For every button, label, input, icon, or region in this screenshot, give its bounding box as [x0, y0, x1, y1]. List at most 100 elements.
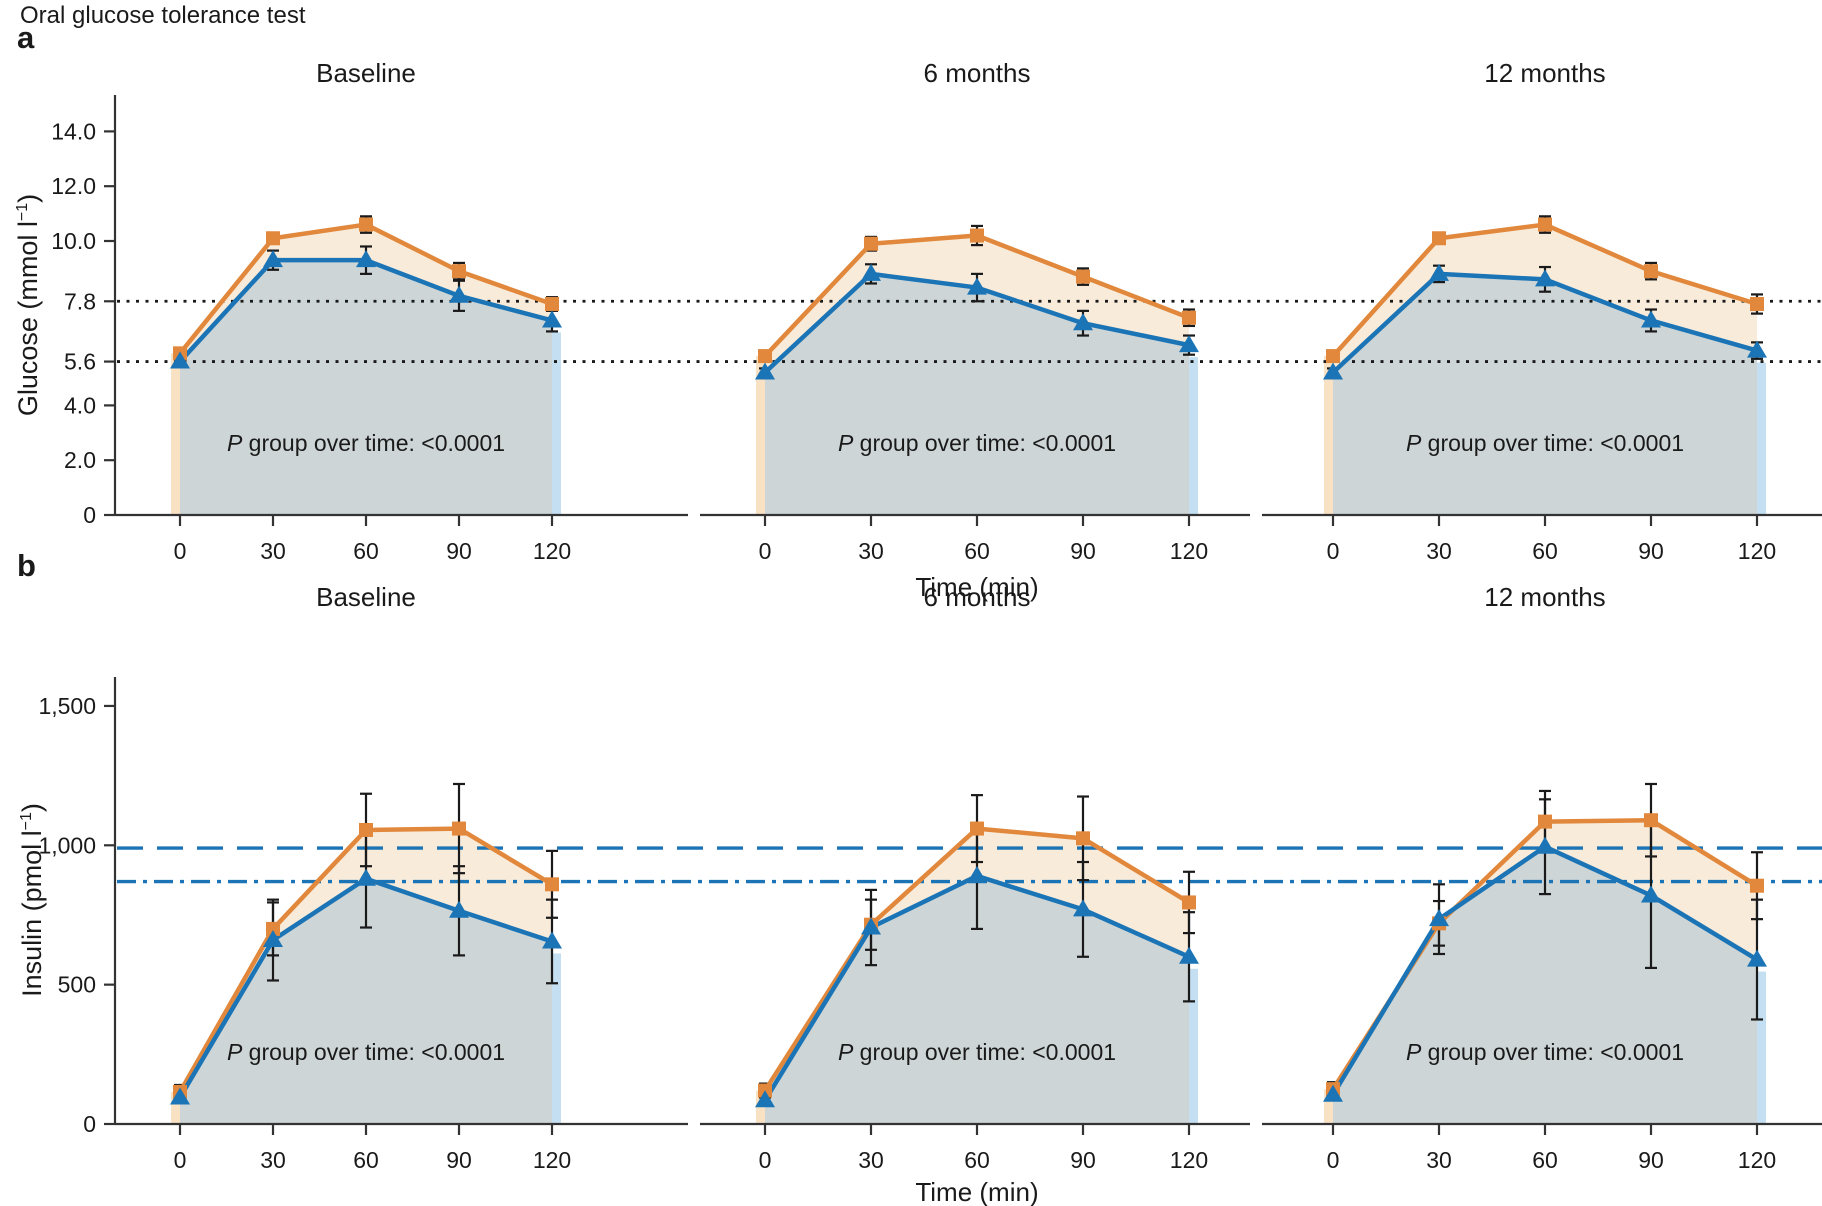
x-tick-label: 120	[1738, 1147, 1776, 1173]
area-right-edge-strip	[1188, 357, 1198, 515]
between-curves-area	[1333, 224, 1757, 373]
orange-square-marker	[1537, 814, 1552, 829]
x-tick-label: 60	[964, 1147, 990, 1173]
orange-square-marker	[359, 822, 373, 837]
blue-triangle-marker	[356, 250, 376, 268]
blue-triangle-marker	[263, 250, 283, 268]
x-tick-label: 120	[533, 538, 571, 564]
y-tick-label: 1,000	[38, 832, 96, 858]
orange-square-marker	[1075, 269, 1090, 284]
panel-a1: 0 30 60 90 120 Baseline P group over time: <0.…	[115, 58, 688, 564]
orange-square-marker	[1749, 878, 1764, 893]
orange-square-marker	[452, 264, 466, 279]
blue-triangle-marker	[1640, 885, 1661, 903]
blue-triangle-marker	[1428, 263, 1449, 281]
blue-triangle-marker	[1534, 269, 1555, 287]
blue-triangle-marker	[755, 1090, 775, 1108]
y-tick-label: 10.0	[51, 228, 96, 254]
x-tick-label: 120	[1170, 538, 1208, 564]
x-tick-label: 60	[353, 1147, 379, 1173]
x-tick-label: 0	[1327, 1147, 1340, 1173]
x-axis-label: Time (min)	[915, 572, 1038, 602]
blue-triangle-marker	[1178, 335, 1199, 353]
area-left-edge-strip	[171, 353, 180, 515]
x-tick-label: 0	[1327, 538, 1340, 564]
y-tick-label: 14.0	[51, 118, 96, 144]
x-tick-label: 90	[1070, 538, 1096, 564]
blue-triangle-marker	[449, 285, 469, 303]
orange-square-marker	[266, 231, 280, 246]
blue-triangle-marker	[1534, 836, 1555, 854]
orange-square-marker	[266, 921, 280, 936]
orange-square-marker	[1431, 231, 1446, 246]
area-right-edge-strip	[552, 953, 561, 1124]
y-tick-label: 1,500	[38, 693, 96, 719]
x-tick-label: 60	[964, 538, 990, 564]
y-tick-label: 0	[83, 1111, 96, 1137]
x-tick-label: 0	[174, 538, 187, 564]
x-tick-label: 30	[858, 538, 884, 564]
panel-b3: 0 30 60 90 120 12 months P group over time: <0…	[1262, 582, 1822, 1173]
blue-triangle-marker	[966, 865, 987, 883]
x-tick-label: 0	[759, 1147, 772, 1173]
blue-triangle-marker	[1072, 313, 1093, 331]
y-tick-label: 4.0	[64, 392, 96, 418]
p-annotation: P group over time: <0.0001	[838, 430, 1116, 456]
p-annotation: P group over time: <0.0001	[227, 430, 505, 456]
row-label-b: b	[17, 548, 36, 583]
blue-triangle-marker	[1746, 949, 1767, 967]
area-left-edge-strip	[171, 1091, 180, 1124]
blue-triangle-marker	[860, 917, 881, 935]
chart-row-a: 14.0 12.0 10.0 7.8 5.6 4.0 2.0 0 0 30 60 90 120 Basel…	[51, 58, 1822, 602]
x-tick-label: 30	[1426, 538, 1452, 564]
p-annotation: P group over time: <0.0001	[227, 1039, 505, 1065]
x-tick-label: 0	[759, 538, 772, 564]
x-tick-label: 30	[1426, 1147, 1452, 1173]
orange-square-marker	[1075, 831, 1090, 846]
y-tick-label: 12.0	[51, 173, 96, 199]
area-right-edge-strip	[1756, 971, 1766, 1124]
blue-triangle-marker	[1072, 899, 1093, 917]
p-annotation: P group over time: <0.0001	[838, 1039, 1116, 1065]
orange-square-marker	[1643, 813, 1658, 828]
blue-triangle-marker	[1323, 362, 1343, 380]
panel-title: 6 months	[924, 582, 1031, 612]
blue-triangle-marker	[170, 351, 190, 369]
y-tick-label: 500	[58, 972, 96, 998]
p-annotation: P group over time: <0.0001	[1406, 430, 1684, 456]
area-left-edge-strip	[1324, 356, 1333, 515]
x-tick-label: 120	[1738, 538, 1776, 564]
orange-square-marker	[1326, 349, 1340, 364]
orange-square-marker	[758, 349, 772, 364]
x-tick-label: 120	[1170, 1147, 1208, 1173]
area-left-edge-strip	[1324, 1089, 1333, 1124]
orange-square-marker	[1181, 895, 1196, 910]
blue-triangle-marker	[449, 900, 469, 918]
panel-title: 6 months	[924, 58, 1031, 88]
under-blue-curve-area	[180, 260, 552, 515]
panel-b2: 0 30 60 90 120 6 months P group over time: <0.…	[700, 582, 1250, 1173]
panel-title: Baseline	[316, 58, 416, 88]
x-tick-label: 30	[858, 1147, 884, 1173]
blue-triangle-marker	[1428, 909, 1449, 927]
area-left-edge-strip	[756, 356, 765, 515]
x-tick-label: 60	[1532, 538, 1558, 564]
orange-square-marker	[1643, 264, 1658, 279]
panel-title: Baseline	[316, 582, 416, 612]
x-tick-label: 120	[533, 1147, 571, 1173]
panel-a3: 0 30 60 90 120 12 months P group over time: <0…	[1262, 58, 1822, 564]
x-tick-label: 30	[260, 1147, 286, 1173]
orange-square-marker	[969, 228, 984, 243]
x-tick-label: 60	[353, 538, 379, 564]
x-tick-label: 90	[1638, 538, 1664, 564]
under-blue-curve-area	[1333, 273, 1757, 515]
x-tick-label: 90	[446, 538, 472, 564]
x-tick-label: 60	[1532, 1147, 1558, 1173]
orange-square-marker	[452, 821, 466, 836]
chart-row-b: 1,500 1,000 500 0 0 30 60 90 120 Baseline P group …	[38, 582, 1822, 1206]
x-tick-label: 30	[260, 538, 286, 564]
blue-triangle-marker	[542, 310, 562, 328]
panel-a3-fills	[1324, 224, 1766, 515]
